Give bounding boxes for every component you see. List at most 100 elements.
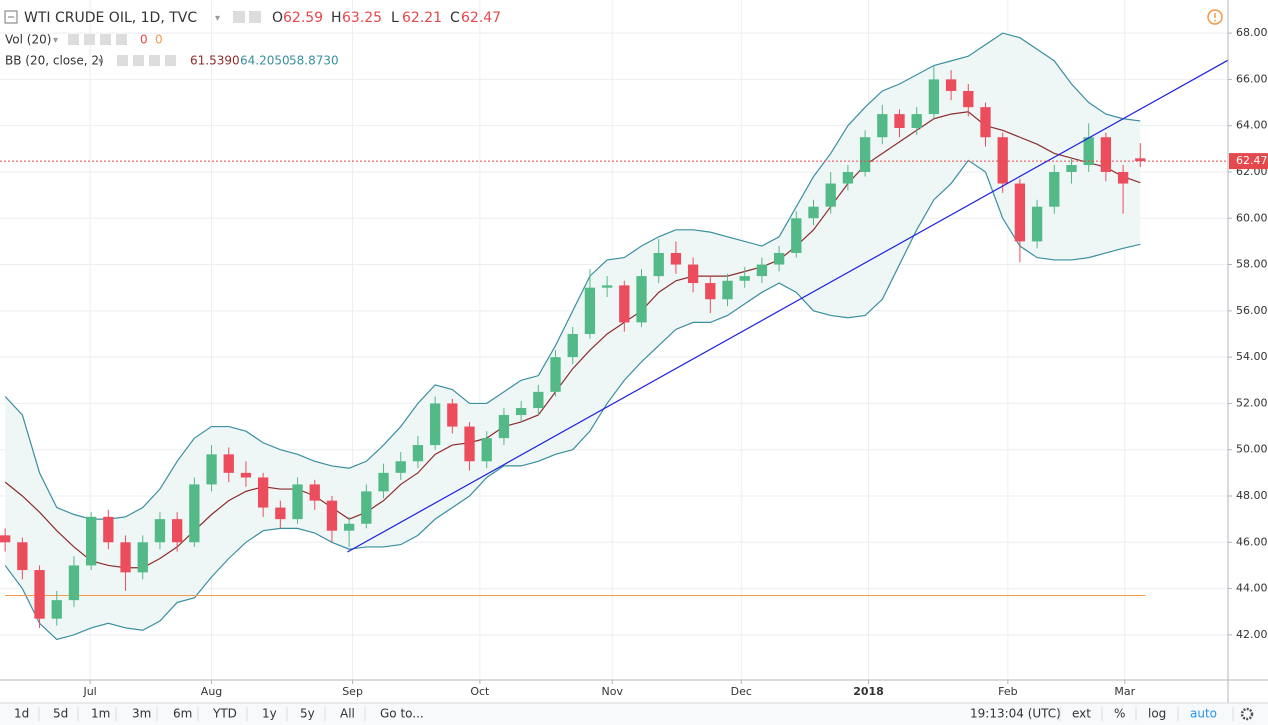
candle-body	[791, 218, 802, 253]
candle-body	[309, 484, 320, 501]
candle-body	[1066, 165, 1077, 172]
icon-button[interactable]	[68, 34, 79, 45]
y-tick-label: 54.00	[1236, 350, 1268, 363]
icon-button[interactable]	[133, 55, 144, 66]
option-button[interactable]: ext	[1072, 707, 1091, 721]
option-button[interactable]: %	[1114, 707, 1125, 721]
toolbar-items: 1d 5d 1m 3m 6m YTD 1y 5y All Go to... 19:13:04 (UT…	[14, 707, 1254, 721]
y-tick-label: 42.00	[1236, 628, 1268, 641]
range-button[interactable]: 5d	[53, 707, 68, 721]
y-tick-label: 66.00	[1236, 72, 1268, 85]
candle-body	[601, 285, 613, 288]
icon-button[interactable]	[165, 55, 176, 66]
candle-body	[189, 484, 200, 543]
x-tick-label: Jul	[82, 685, 96, 698]
bb-upper-value: 64.2050	[240, 54, 290, 68]
y-tick-label: 56.00	[1236, 304, 1268, 317]
ohlc-value: 62.21	[402, 10, 442, 26]
candle-body	[17, 542, 28, 571]
last-price-label: 62.47	[1236, 154, 1268, 167]
x-tick-label: Sep	[342, 685, 363, 698]
range-button[interactable]: All	[340, 707, 355, 721]
x-tick-label: Feb	[998, 685, 1017, 698]
goto-button[interactable]: Go to...	[380, 707, 424, 721]
range-button[interactable]: 1d	[14, 707, 29, 721]
candle-body	[120, 542, 131, 573]
collapse-icon[interactable]	[4, 10, 18, 24]
dropdown-arrow[interactable]: ▾	[215, 13, 220, 24]
icon-button[interactable]	[116, 34, 127, 45]
last-price-box	[1229, 153, 1268, 170]
range-button[interactable]: 6m	[173, 707, 192, 721]
candle-body	[670, 252, 682, 265]
ohlc-value: 62.59	[283, 10, 323, 26]
candle-body	[343, 523, 355, 531]
candle-body	[842, 171, 854, 184]
range-button[interactable]: YTD	[212, 707, 237, 721]
candle-body	[257, 477, 269, 508]
bb-lower-line	[4, 159, 1141, 641]
plot-area	[0, 0, 1229, 680]
icon-button[interactable]	[84, 34, 95, 45]
candle-body	[722, 280, 733, 300]
bottom-toolbar	[0, 703, 1268, 725]
candle-body	[481, 438, 492, 462]
icon-button[interactable]	[149, 55, 160, 66]
range-button[interactable]: 3m	[132, 707, 151, 721]
bb-upper-line	[4, 32, 1141, 520]
candle-body	[945, 79, 957, 91]
dropdown-arrow[interactable]: ▾	[53, 35, 58, 46]
candle-body	[412, 445, 424, 462]
bb-basis-value: 61.5390	[190, 54, 240, 68]
candle-body	[997, 137, 1008, 184]
y-tick-label: 58.00	[1236, 258, 1268, 271]
x-tick-label: Aug	[201, 685, 222, 698]
y-tick-label: 44.00	[1236, 582, 1268, 595]
candle-body	[154, 519, 166, 543]
option-button[interactable]: auto	[1190, 707, 1217, 721]
candle-body	[1117, 171, 1129, 184]
candle-body	[395, 461, 406, 473]
option-button[interactable]: log	[1148, 707, 1166, 721]
volume-label: Vol (20)	[5, 33, 51, 47]
candle-body	[894, 114, 905, 128]
candle-body	[928, 79, 940, 115]
bb-label: BB (20, close, 2)	[5, 54, 104, 68]
y-tick-label: 68.00	[1236, 26, 1268, 39]
dropdown-arrow[interactable]: ▾	[98, 56, 103, 67]
candle-body	[911, 114, 922, 128]
candle-body	[68, 565, 80, 601]
ohlc-value: 62.47	[461, 10, 501, 26]
candle-body	[963, 90, 974, 108]
y-tick-label: 50.00	[1236, 443, 1268, 456]
candle-body	[636, 276, 647, 323]
range-button[interactable]: 1y	[262, 707, 277, 721]
candle-body	[756, 264, 768, 277]
range-button[interactable]: 5y	[300, 707, 315, 721]
bb-lower-value: 58.8730	[289, 54, 339, 68]
candle-body	[859, 137, 871, 172]
trend-line	[347, 59, 1229, 553]
candle-body	[1100, 137, 1112, 172]
candle-body	[103, 516, 114, 543]
icon-button[interactable]	[117, 55, 128, 66]
candle-body	[137, 542, 148, 573]
icon-button[interactable]	[249, 11, 261, 23]
candle-body	[361, 491, 372, 524]
settings-icon[interactable]	[1240, 707, 1254, 721]
candle-body	[240, 472, 252, 478]
candle-body	[619, 285, 630, 323]
range-button[interactable]: 1m	[91, 707, 110, 721]
candle-body	[378, 472, 389, 492]
candle-body	[1049, 171, 1060, 207]
candle-body	[292, 484, 303, 520]
ohlc-key: C	[450, 10, 460, 26]
candle-body	[171, 519, 183, 543]
icon-button[interactable]	[233, 11, 245, 23]
candle-body	[705, 283, 716, 300]
icon-button[interactable]	[100, 34, 111, 45]
candle-body	[223, 454, 234, 473]
alert-icon[interactable]	[1207, 9, 1223, 25]
candle-body	[326, 500, 338, 531]
candle-body	[1083, 137, 1094, 166]
